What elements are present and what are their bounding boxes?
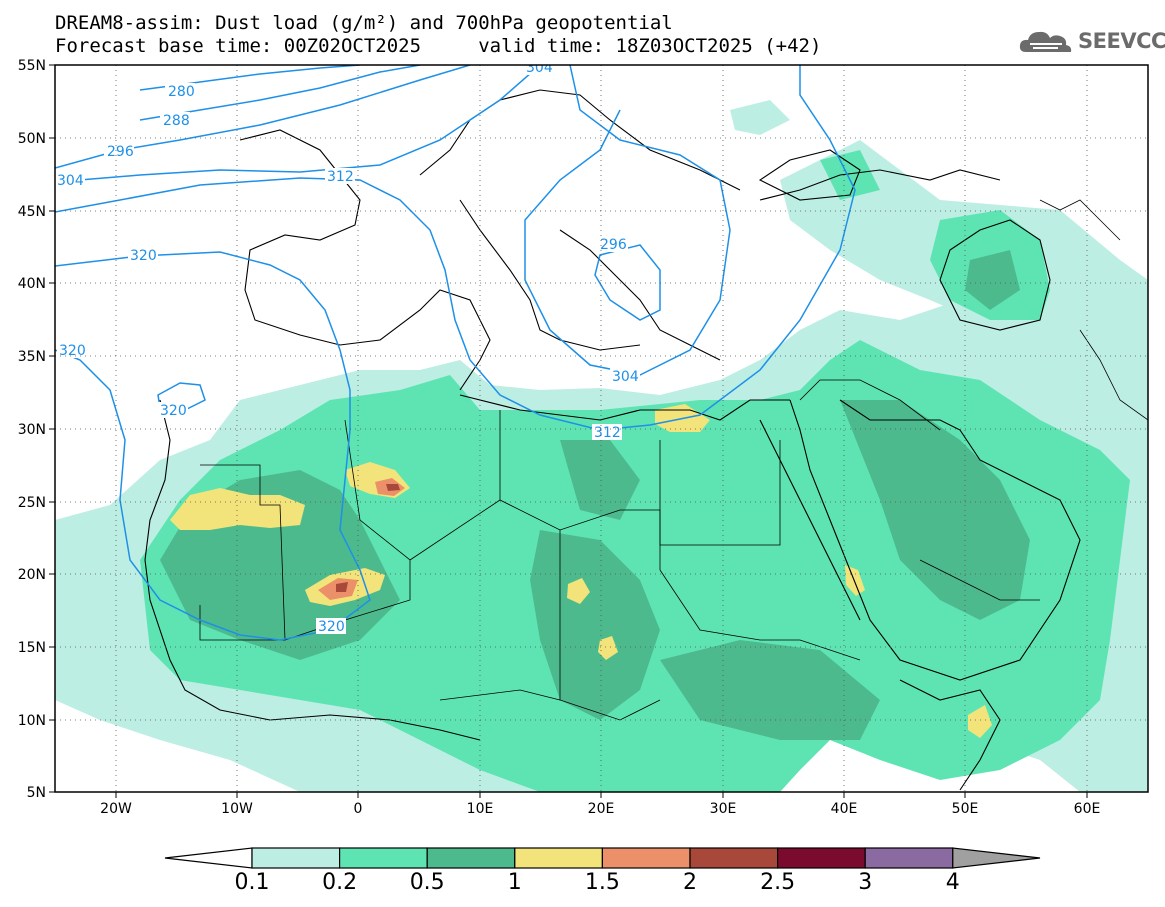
colorbar-label: 0.5 <box>409 870 445 895</box>
colorbar-swatch <box>864 847 954 869</box>
contour-label: 304 <box>526 60 553 76</box>
colorbar-label: 4 <box>945 870 960 895</box>
logo-text: SEEVCCC <box>1078 29 1165 53</box>
contour-label: 312 <box>327 169 354 185</box>
lat-label: 40N <box>18 276 46 292</box>
lon-label: 40E <box>831 801 858 817</box>
colorbar-label: 3 <box>858 870 873 895</box>
lon-label: 0 <box>354 801 363 817</box>
lon-label: 20W <box>100 801 132 817</box>
colorbar-label: 2.5 <box>760 870 796 895</box>
colorbar-swatch <box>776 847 866 869</box>
colorbar-label: 0.1 <box>234 870 270 895</box>
contour-label: 296 <box>107 144 134 160</box>
seevccc-logo: SEEVCCC <box>1018 26 1165 56</box>
contour-label: 312 <box>594 425 621 441</box>
lat-label: 35N <box>18 349 46 365</box>
contour-label: 320 <box>160 403 187 419</box>
graticule <box>55 65 1148 792</box>
colorbar <box>164 847 1041 869</box>
lat-label: 10N <box>18 713 46 729</box>
lon-label: 60E <box>1074 801 1101 817</box>
map-area: 280 288 296 304 312 320 320 320 296 304 … <box>55 60 1148 792</box>
lon-label: 10E <box>467 801 494 817</box>
lat-label: 45N <box>18 204 46 220</box>
colorbar-label: 0.2 <box>322 870 358 895</box>
lon-label: 30E <box>710 801 737 817</box>
colorbar-swatch <box>251 847 341 869</box>
chart-title: DREAM8-assim: Dust load (g/m²) and 700hP… <box>55 12 673 34</box>
colorbar-over-triangle <box>952 847 1041 869</box>
contour-label: 320 <box>59 343 86 359</box>
contour-labels: 280 288 296 304 312 320 320 320 296 304 … <box>55 60 640 635</box>
colorbar-swatch <box>514 847 603 869</box>
colorbar-swatch <box>601 847 691 869</box>
colorbar-label: 1.5 <box>584 870 620 895</box>
forecast-time-line: Forecast base time: 00Z02OCT2025 valid t… <box>55 35 822 57</box>
lat-label: 30N <box>18 422 46 438</box>
colorbar-swatch <box>689 847 779 869</box>
colorbar-swatch <box>426 847 516 869</box>
lat-label: 15N <box>18 640 46 656</box>
colorbar-label: 2 <box>683 870 697 895</box>
axis-ticks <box>49 64 1088 798</box>
lat-label: 55N <box>18 58 46 74</box>
lat-labels: 55N 50N 45N 40N 35N 30N 25N 20N 15N 10N … <box>18 58 46 801</box>
contour-label: 296 <box>600 237 627 253</box>
lon-label: 10W <box>221 801 253 817</box>
lat-label: 20N <box>18 567 46 583</box>
lat-label: 25N <box>18 495 46 511</box>
lon-label: 20E <box>588 801 615 817</box>
contour-label: 304 <box>57 173 84 189</box>
contour-label: 320 <box>130 248 157 264</box>
contour-label: 280 <box>168 84 195 100</box>
contour-label: 288 <box>163 113 190 129</box>
contour-label: 320 <box>318 619 345 635</box>
dust-level-2 <box>336 484 400 592</box>
lat-label: 50N <box>18 131 46 147</box>
colorbar-label: 1 <box>507 870 522 895</box>
colorbar-under-triangle <box>164 847 253 869</box>
lon-labels: 20W 10W 0 10E 20E 30E 40E 50E 60E <box>100 801 1100 817</box>
colorbar-swatch <box>339 847 428 869</box>
lat-label: 5N <box>27 785 46 801</box>
cloud-logo-icon <box>1019 31 1072 52</box>
contour-label: 304 <box>612 369 639 385</box>
lon-label: 50E <box>952 801 979 817</box>
